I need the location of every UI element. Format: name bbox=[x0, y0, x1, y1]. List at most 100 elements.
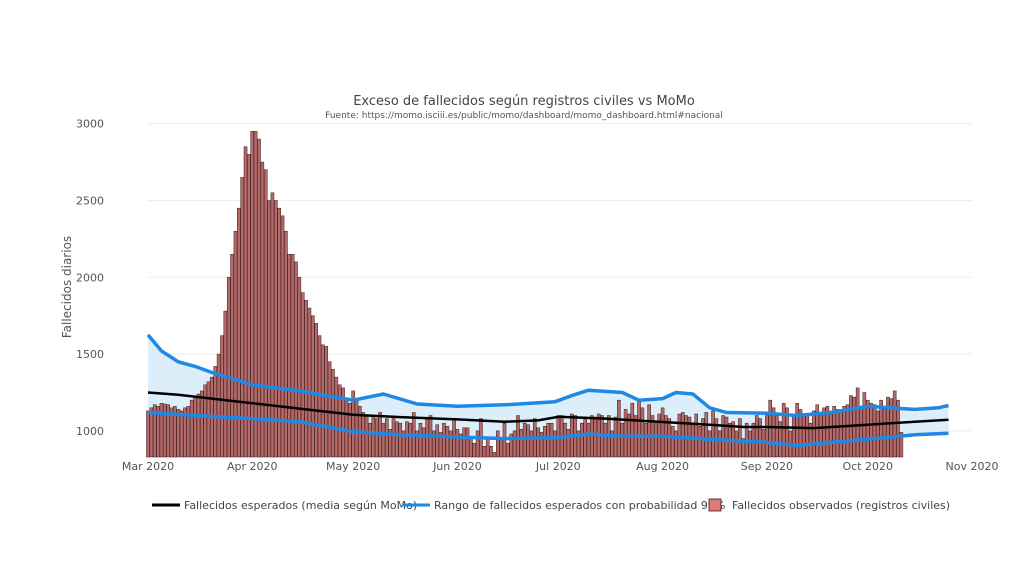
observed-bar bbox=[290, 253, 295, 458]
observed-bar bbox=[294, 261, 298, 458]
observed-bar bbox=[583, 416, 588, 458]
observed-bar bbox=[432, 430, 436, 458]
observed-bar bbox=[590, 415, 594, 458]
observed-bar bbox=[263, 169, 268, 458]
observed-bar bbox=[482, 446, 487, 458]
legend-label-expected: Fallecidos esperados (media según MoMo) bbox=[184, 499, 417, 512]
observed-bar bbox=[247, 154, 251, 458]
observed-bar bbox=[206, 381, 211, 458]
observed-bar bbox=[869, 402, 873, 458]
x-tick-label: Jul 2020 bbox=[535, 460, 581, 473]
observed-bar bbox=[284, 230, 288, 458]
observed-bar bbox=[176, 409, 181, 458]
observed-bar bbox=[516, 415, 520, 458]
observed-bar bbox=[529, 430, 534, 458]
observed-bar bbox=[395, 421, 399, 458]
axis-layer: 1000 1500 2000 2500 3000 Mar 2020 Apr 2020 May … bbox=[76, 118, 998, 473]
observed-bar bbox=[489, 446, 493, 458]
observed-bar bbox=[865, 399, 870, 458]
observed-bar bbox=[670, 426, 675, 458]
observed-bar bbox=[388, 429, 392, 458]
observed-bar bbox=[889, 398, 894, 458]
observed-bar bbox=[163, 403, 167, 458]
observed-bar bbox=[654, 421, 658, 458]
observed-bar bbox=[754, 415, 759, 458]
observed-bar bbox=[448, 430, 453, 458]
observed-bar bbox=[179, 410, 184, 458]
observed-bar bbox=[183, 407, 187, 458]
observed-bar bbox=[630, 402, 635, 458]
observed-bar bbox=[465, 427, 470, 458]
observed-bar bbox=[200, 390, 204, 458]
observed-bar bbox=[152, 404, 157, 458]
observed-bar bbox=[233, 230, 238, 458]
observed-bar bbox=[859, 407, 863, 458]
observed-bar bbox=[385, 418, 389, 458]
observed-bar bbox=[768, 399, 772, 458]
y-tick-label: 3000 bbox=[76, 118, 104, 131]
observed-bar bbox=[694, 413, 698, 458]
observed-bar bbox=[203, 384, 207, 458]
observed-bar bbox=[267, 200, 271, 458]
observed-bar bbox=[738, 418, 742, 458]
observed-bar bbox=[791, 415, 796, 458]
observed-bar bbox=[146, 410, 150, 458]
range-upper-line bbox=[146, 333, 949, 418]
observed-bar bbox=[307, 307, 312, 458]
observed-bar bbox=[381, 422, 386, 458]
observed-bar bbox=[311, 315, 315, 458]
observed-bar bbox=[674, 430, 678, 458]
observed-bar bbox=[159, 402, 164, 458]
observed-bar bbox=[872, 404, 877, 458]
observed-bar bbox=[173, 406, 177, 458]
y-tick-label: 1000 bbox=[76, 425, 104, 438]
observed-bar bbox=[825, 406, 830, 458]
observed-bar bbox=[149, 407, 154, 458]
observed-bar bbox=[660, 407, 665, 458]
observed-bar bbox=[462, 427, 466, 458]
observed-bar bbox=[721, 415, 725, 458]
observed-bar bbox=[472, 442, 477, 458]
observed-bar bbox=[485, 438, 490, 458]
observed-bar bbox=[237, 207, 241, 458]
line-layer bbox=[146, 333, 949, 448]
observed-bar bbox=[287, 253, 292, 458]
observed-bar bbox=[418, 422, 423, 458]
x-tick-label: Nov 2020 bbox=[946, 460, 999, 473]
observed-bar bbox=[717, 430, 722, 458]
observed-bar bbox=[220, 335, 224, 458]
observed-bar bbox=[213, 366, 218, 458]
observed-bar bbox=[549, 422, 554, 458]
observed-bar bbox=[196, 393, 201, 458]
observed-bar bbox=[334, 376, 339, 458]
observed-bar bbox=[519, 429, 524, 458]
x-tick-label: Oct 2020 bbox=[842, 460, 893, 473]
observed-bar bbox=[435, 424, 440, 458]
legend-swatch-observed bbox=[708, 498, 722, 512]
observed-bar bbox=[845, 404, 850, 458]
observed-bar bbox=[391, 416, 396, 458]
observed-bar bbox=[526, 424, 530, 458]
observed-bar bbox=[765, 415, 769, 458]
observed-bar bbox=[438, 432, 443, 458]
observed-bar bbox=[499, 438, 503, 458]
observed-bar bbox=[351, 390, 355, 458]
observed-bar bbox=[617, 399, 621, 458]
observed-bar bbox=[314, 323, 318, 458]
observed-bar bbox=[563, 422, 567, 458]
observed-bar bbox=[324, 346, 329, 458]
observed-bar bbox=[300, 292, 305, 458]
observed-bar bbox=[855, 387, 860, 458]
observed-bar bbox=[691, 424, 695, 458]
observed-bar bbox=[724, 416, 729, 458]
observed-bar bbox=[280, 215, 285, 458]
observed-bar bbox=[226, 277, 231, 458]
observed-bar bbox=[536, 427, 540, 458]
observed-bar bbox=[156, 406, 160, 458]
observed-bar bbox=[805, 413, 809, 458]
observed-bar bbox=[647, 404, 651, 458]
observed-bar bbox=[445, 426, 450, 458]
observed-bar bbox=[492, 452, 497, 458]
observed-bar bbox=[337, 384, 342, 458]
observed-bar bbox=[398, 422, 403, 458]
